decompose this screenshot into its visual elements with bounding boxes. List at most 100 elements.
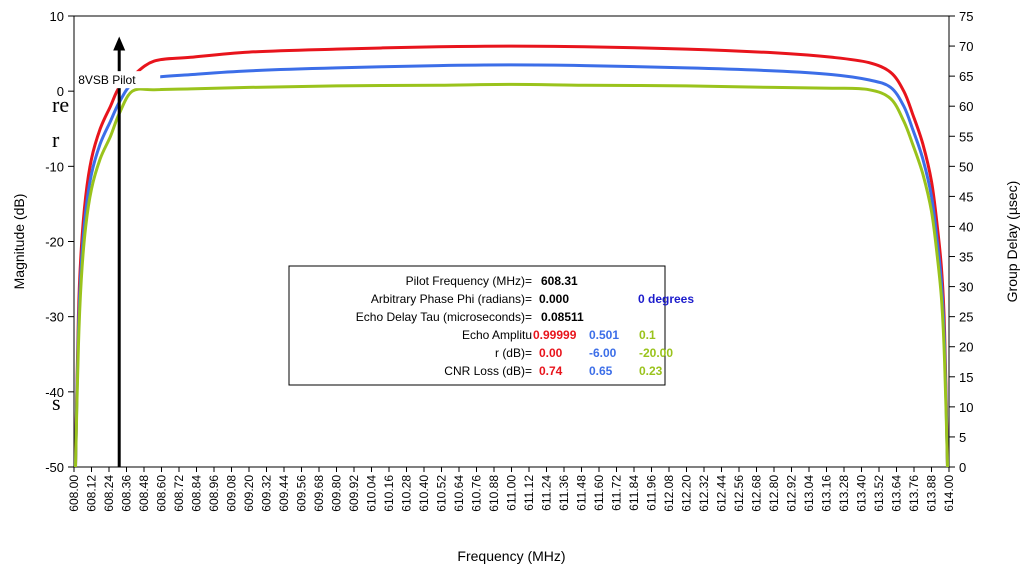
- x-tick-label: 608.96: [207, 475, 221, 512]
- x-tick-label: 613.64: [890, 475, 904, 512]
- right-tick-label: 60: [959, 99, 973, 114]
- x-axis-label: Frequency (MHz): [457, 548, 565, 564]
- x-tick-label: 609.32: [260, 475, 274, 512]
- legend-frame: [288, 265, 666, 386]
- x-tick-label: 610.28: [400, 475, 414, 512]
- x-tick-label: 610.16: [382, 475, 396, 512]
- right-tick-label: 20: [959, 340, 973, 355]
- legend-box: Pilot Frequency (MHz)= 608.31 Arbitrary Ph…: [288, 265, 694, 386]
- pilot-annotation: 8VSB Pilot: [76, 36, 161, 467]
- x-tick-label: 612.08: [662, 475, 676, 512]
- right-tick-label: 10: [959, 400, 973, 415]
- x-tick-label: 610.52: [435, 475, 449, 512]
- x-tick-label: 608.72: [172, 475, 186, 512]
- x-tick-label: 613.16: [820, 475, 834, 512]
- x-tick-label: 612.92: [785, 475, 799, 512]
- x-tick-label: 610.40: [417, 475, 431, 512]
- x-tick-label: 613.88: [925, 475, 939, 512]
- y-axis-label-left: Magnitude (dB): [11, 194, 27, 290]
- legend-row-label: Arbitrary Phase Phi (radians)=: [371, 292, 532, 306]
- series-line-3: [74, 82, 949, 468]
- legend-row-value: 0.08511: [541, 310, 584, 324]
- right-tick-label: 30: [959, 280, 973, 295]
- x-tick-label: 608.36: [120, 475, 134, 512]
- legend-row-value: 0.65: [589, 364, 613, 378]
- right-tick-label: 75: [959, 9, 973, 24]
- legend-row-value: 0.00: [539, 346, 563, 360]
- right-tick-label: 15: [959, 370, 973, 385]
- x-tick-label: 609.56: [295, 475, 309, 512]
- left-tick-label: -30: [45, 310, 64, 325]
- x-tick-label: 610.88: [487, 475, 501, 512]
- x-tick-label: 612.68: [750, 475, 764, 512]
- x-tick-label: 611.00: [505, 475, 519, 511]
- x-tick-label: 608.00: [67, 475, 81, 512]
- legend-row-label: Pilot Frequency (MHz)=: [406, 274, 532, 288]
- left-tick-label: 10: [50, 9, 64, 24]
- left-tick-label: 0: [57, 84, 64, 99]
- right-tick-label: 0: [959, 460, 966, 475]
- x-tick-label: 613.04: [802, 475, 816, 512]
- x-tick-label: 610.64: [452, 475, 466, 512]
- legend-row-label: Echo Amplitu: [462, 328, 532, 342]
- x-tick-label: 612.32: [697, 475, 711, 512]
- legend-row-value: 0.000: [539, 292, 569, 306]
- side-text-fragment: s: [52, 390, 61, 415]
- legend-row-value: -20.00: [639, 346, 673, 360]
- legend-row-value: 0.74: [539, 364, 563, 378]
- legend-row-label: CNR Loss (dB)=: [444, 364, 532, 378]
- x-tick-label: 613.76: [907, 475, 921, 512]
- x-axis: 608.00 608.12 608.24 608.36 608.48 608.60 608.…: [67, 467, 956, 512]
- left-tick-label: -40: [45, 385, 64, 400]
- pilot-label-background: [76, 71, 161, 89]
- x-tick-label: 608.24: [102, 475, 116, 512]
- x-tick-label: 611.96: [645, 475, 659, 511]
- x-tick-label: 610.04: [365, 475, 379, 512]
- x-tick-label: 608.84: [190, 475, 204, 512]
- legend-row-value: 0.1: [639, 328, 656, 342]
- x-tick-label: 611.60: [592, 475, 606, 511]
- x-tick-label: 608.48: [137, 475, 151, 512]
- x-tick-label: 612.44: [715, 475, 729, 512]
- side-text-fragment: re: [52, 92, 69, 117]
- legend-row-value: 0.23: [639, 364, 663, 378]
- side-text-fragments: re r s: [52, 92, 69, 415]
- y-axis-label-right: Group Delay (µsec): [1004, 181, 1020, 303]
- pilot-label: 8VSB Pilot: [78, 73, 136, 87]
- side-text-fragment: r: [52, 127, 60, 152]
- x-tick-label: 609.92: [347, 475, 361, 512]
- x-tick-label: 611.24: [540, 475, 554, 511]
- x-tick-label: 609.68: [312, 475, 326, 512]
- x-tick-label: 609.20: [242, 475, 256, 512]
- x-tick-label: 611.72: [610, 475, 624, 511]
- x-tick-label: 609.08: [225, 475, 239, 512]
- x-tick-label: 613.40: [855, 475, 869, 512]
- x-tick-label: 611.12: [522, 475, 536, 511]
- left-tick-label: -10: [45, 159, 64, 174]
- left-y-axis: 10 0 -10 -20 -30 -40 -50: [45, 9, 74, 475]
- right-tick-label: 25: [959, 310, 973, 325]
- x-tick-label: 609.80: [330, 475, 344, 512]
- x-tick-label: 614.00: [942, 475, 956, 512]
- x-tick-label: 609.44: [277, 475, 291, 512]
- legend-row-value: 0 degrees: [638, 292, 694, 306]
- legend-row-label: Echo Delay Tau (microseconds)=: [356, 310, 532, 324]
- left-tick-label: -50: [45, 460, 64, 475]
- x-tick-label: 613.52: [872, 475, 886, 512]
- x-tick-label: 608.12: [85, 475, 99, 512]
- right-tick-label: 70: [959, 39, 973, 54]
- x-tick-label: 611.48: [575, 475, 589, 511]
- right-tick-label: 35: [959, 250, 973, 265]
- series-layer: [74, 44, 949, 468]
- x-tick-label: 613.28: [837, 475, 851, 512]
- series-line-2: [74, 63, 949, 468]
- legend-row-label: r (dB)=: [495, 346, 532, 360]
- x-tick-label: 611.36: [557, 475, 571, 511]
- right-tick-label: 45: [959, 189, 973, 204]
- x-tick-label: 612.80: [767, 475, 781, 512]
- x-tick-label: 612.56: [732, 475, 746, 512]
- right-tick-label: 55: [959, 129, 973, 144]
- right-tick-label: 65: [959, 69, 973, 84]
